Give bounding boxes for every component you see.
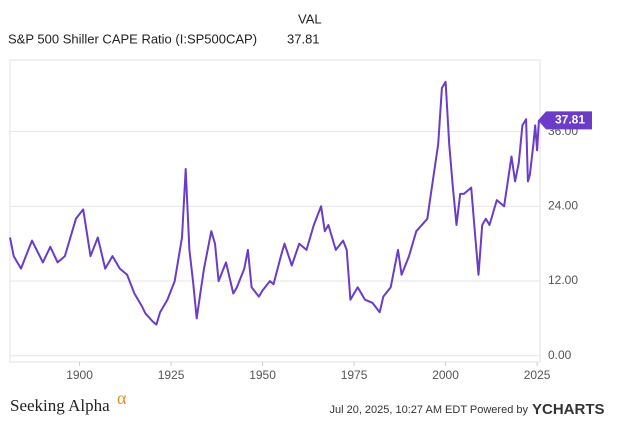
provider: YCHARTS — [532, 401, 605, 418]
x-tick-label: 2025 — [524, 368, 551, 382]
x-tick-label: 1975 — [341, 368, 368, 382]
x-tick-label: 1900 — [66, 368, 93, 382]
series-name: S&P 500 Shiller CAPE Ratio (I:SP500CAP) — [8, 31, 257, 46]
y-tick-label: 24.00 — [548, 199, 578, 213]
y-tick-label: 12.00 — [548, 273, 578, 287]
x-tick-label: 2000 — [432, 368, 459, 382]
x-tick-label: 1950 — [249, 368, 276, 382]
x-tick-label: 1925 — [158, 368, 185, 382]
timestamp: Jul 20, 2025, 10:27 AM EDT Powered by — [329, 404, 528, 416]
value-badge — [538, 111, 592, 130]
y-tick-label: 0.00 — [548, 348, 572, 362]
badge-label: 37.81 — [555, 113, 585, 127]
plot-frame — [9, 59, 541, 363]
value-header: VAL — [298, 11, 322, 26]
last-value: 37.81 — [287, 31, 320, 46]
series-line — [9, 80, 540, 326]
brand-mark: α — [117, 388, 127, 408]
brand: Seeking Alpha — [10, 396, 110, 415]
